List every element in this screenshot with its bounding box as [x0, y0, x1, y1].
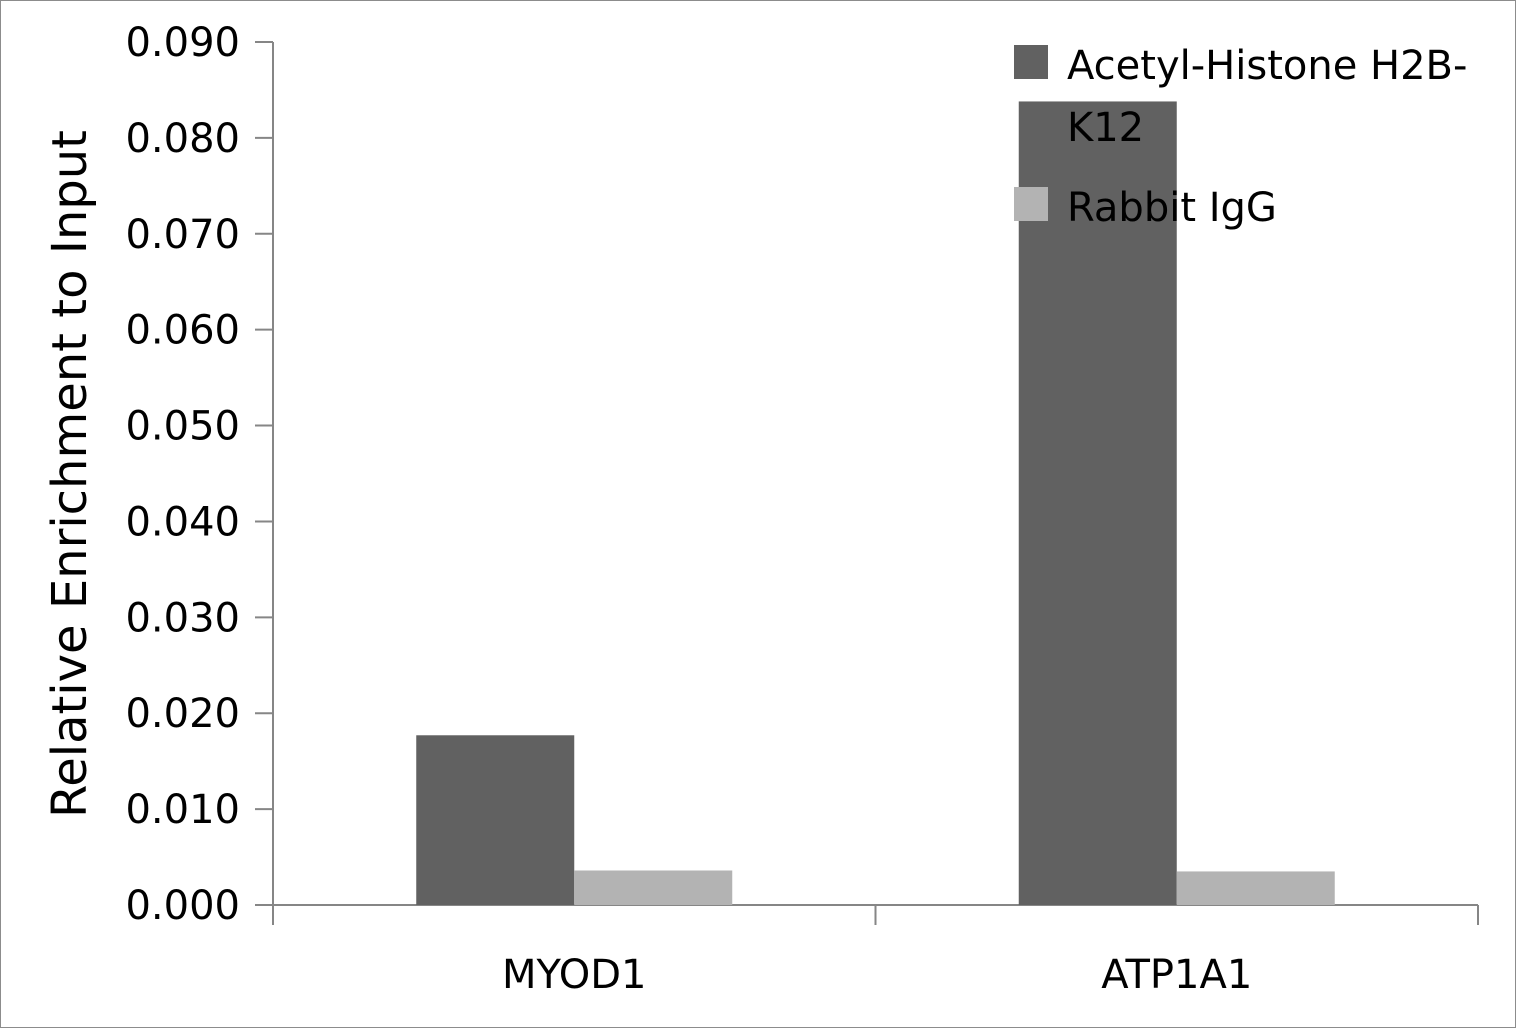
bar [574, 870, 733, 905]
bar [416, 735, 575, 905]
legend-swatch [1014, 45, 1048, 79]
x-category-label: MYOD1 [502, 952, 647, 998]
legend-label: K12 [1067, 105, 1144, 151]
y-tick-label: 0.060 [125, 308, 240, 354]
x-category-label: ATP1A1 [1101, 952, 1252, 998]
y-tick-label: 0.030 [125, 595, 240, 641]
bar [1018, 101, 1177, 905]
y-tick-label: 0.050 [125, 404, 240, 450]
y-tick-label: 0.000 [125, 883, 240, 929]
legend-label: Rabbit IgG [1067, 185, 1277, 231]
legend-swatch [1014, 187, 1048, 221]
bars [416, 101, 1335, 905]
y-tick-label: 0.070 [125, 212, 240, 258]
y-tick-label: 0.010 [125, 787, 240, 833]
y-tick-label: 0.020 [125, 691, 240, 737]
y-tick-label: 0.040 [125, 499, 240, 545]
y-axis-title: Relative Enrichment to Input [42, 130, 98, 818]
bar [1176, 871, 1335, 905]
legend-label: Acetyl-Histone H2B- [1067, 43, 1467, 89]
x-ticks: MYOD1 ATP1A1 [272, 905, 1479, 998]
y-tick-label: 0.090 [125, 20, 240, 66]
y-tick-label: 0.080 [125, 116, 240, 162]
legend: Acetyl-Histone H2B- K12 Rabbit IgG [1014, 43, 1467, 231]
y-ticks: 0.000 0.010 0.020 0.030 0.040 0.050 0.060 0.070… [125, 20, 273, 929]
